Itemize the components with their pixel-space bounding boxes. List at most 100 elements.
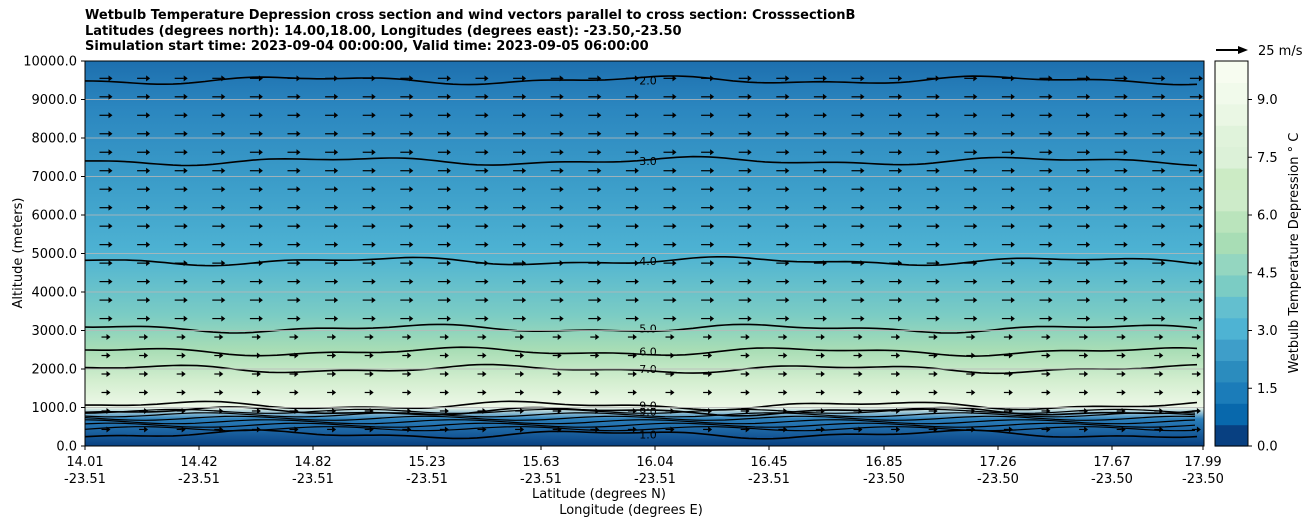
surface-contour-line: [85, 412, 1196, 418]
wind-vector-head: [1010, 149, 1015, 156]
y-tick-label: 4000.0: [32, 286, 78, 301]
wind-vector-head: [933, 389, 938, 396]
wind-vector-head: [822, 130, 827, 137]
wind-vector-head: [409, 167, 414, 174]
y-axis: 0.0 1000.0 2000.0 3000.0 4000.0 5000.0 6000.0 7…: [23, 55, 85, 455]
wind-vector-head: [221, 93, 226, 100]
wind-vector-head: [1086, 112, 1091, 119]
wind-vector-head: [1123, 278, 1128, 285]
wind-vector-head: [522, 278, 527, 285]
wind-vector-head: [520, 334, 525, 341]
wind-vector-head: [672, 278, 677, 285]
wind-vector-head: [896, 389, 901, 396]
wind-vector-head: [634, 278, 639, 285]
wind-vector-head: [409, 130, 414, 137]
contour-label: 2.0: [639, 74, 657, 87]
wind-vector-head: [258, 223, 263, 230]
surface-contour-line: [85, 408, 1196, 414]
wind-vector-head: [710, 93, 715, 100]
colorbar-segment: [1215, 232, 1248, 255]
wind-vector-head: [371, 93, 376, 100]
wind-vector-head: [1010, 241, 1015, 248]
wind-vector-head: [334, 241, 339, 248]
wind-vector-head: [371, 278, 376, 285]
wind-vector-head: [296, 241, 301, 248]
wind-vector-head: [371, 112, 376, 119]
wind-vector-head: [446, 112, 451, 119]
wind-vector-head: [1196, 352, 1201, 359]
wind-vector-head: [860, 130, 865, 137]
wind-vector-head: [522, 112, 527, 119]
x-tick-label-lon: -23.50: [1091, 472, 1133, 487]
wind-vector-head: [484, 260, 489, 267]
wind-vector-head: [371, 297, 376, 304]
wind-vector-head: [332, 334, 337, 341]
wind-vector-head: [708, 389, 713, 396]
wind-vector-head: [670, 371, 675, 378]
wind-vector-head: [108, 93, 113, 100]
wind-vector-head: [595, 407, 600, 414]
wind-vector-head: [710, 241, 715, 248]
x-tick-label-lon: -23.51: [178, 472, 220, 487]
wind-vector-head: [371, 167, 376, 174]
wind-vector-head: [597, 260, 602, 267]
wind-vector-head: [484, 75, 489, 82]
wind-vector-head: [785, 112, 790, 119]
wind-vector-head: [371, 186, 376, 193]
wind-vector-head: [221, 130, 226, 137]
wind-vector-head: [1161, 204, 1166, 211]
wind-vector-head: [935, 167, 940, 174]
wind-vector-head: [747, 315, 752, 322]
colorbar-segment: [1215, 339, 1248, 362]
wind-vector-head: [1048, 130, 1053, 137]
wind-vector-head: [256, 352, 261, 359]
wind-vector-head: [898, 297, 903, 304]
wind-vector-head: [296, 112, 301, 119]
wind-vector-head: [1121, 352, 1126, 359]
wind-vector-head: [446, 260, 451, 267]
wind-vector-head: [672, 204, 677, 211]
wind-vector-head: [745, 389, 750, 396]
wind-vector-head: [334, 204, 339, 211]
wind-vector-head: [1196, 389, 1201, 396]
wind-vector-head: [1198, 315, 1203, 322]
wind-vector-head: [108, 241, 113, 248]
title-line-1: Wetbulb Temperature Depression cross sec…: [85, 8, 856, 23]
wind-vector-head: [371, 260, 376, 267]
wind-vector-head: [1048, 93, 1053, 100]
wind-vector-head: [1048, 186, 1053, 193]
wind-vector-head: [522, 315, 527, 322]
wind-vector-head: [708, 334, 713, 341]
wind-vector-head: [1086, 297, 1091, 304]
wind-vector-head: [522, 241, 527, 248]
wind-vector-head: [522, 75, 527, 82]
wind-vector-head: [710, 149, 715, 156]
wind-vector-head: [672, 112, 677, 119]
y-tick-label: 10000.0: [23, 55, 77, 70]
wind-vector-head: [1046, 334, 1051, 341]
wind-vector-head: [822, 241, 827, 248]
wind-vector-head: [1010, 260, 1015, 267]
wind-vector-head: [334, 260, 339, 267]
wind-vector-head: [444, 426, 449, 433]
wind-vector-head: [1123, 204, 1128, 211]
wind-vector-head: [670, 389, 675, 396]
wind-vector-head: [181, 352, 186, 359]
wind-vector-head: [146, 297, 151, 304]
wind-vector-head: [108, 260, 113, 267]
wind-vector-head: [559, 149, 564, 156]
wind-vector-head: [634, 186, 639, 193]
wind-vector-head: [1010, 186, 1015, 193]
wind-vector-head: [1086, 149, 1091, 156]
wind-vector-head: [146, 149, 151, 156]
wind-vector-head: [1086, 167, 1091, 174]
wind-vector-head: [1048, 112, 1053, 119]
contour-line: [85, 346, 1198, 358]
wind-vector-head: [181, 389, 186, 396]
wind-vector-head: [1159, 389, 1164, 396]
wind-vector-head: [785, 315, 790, 322]
wind-vector-head: [747, 204, 752, 211]
wind-vector-head: [407, 389, 412, 396]
wind-vector-head: [409, 186, 414, 193]
wind-vector-head: [108, 315, 113, 322]
